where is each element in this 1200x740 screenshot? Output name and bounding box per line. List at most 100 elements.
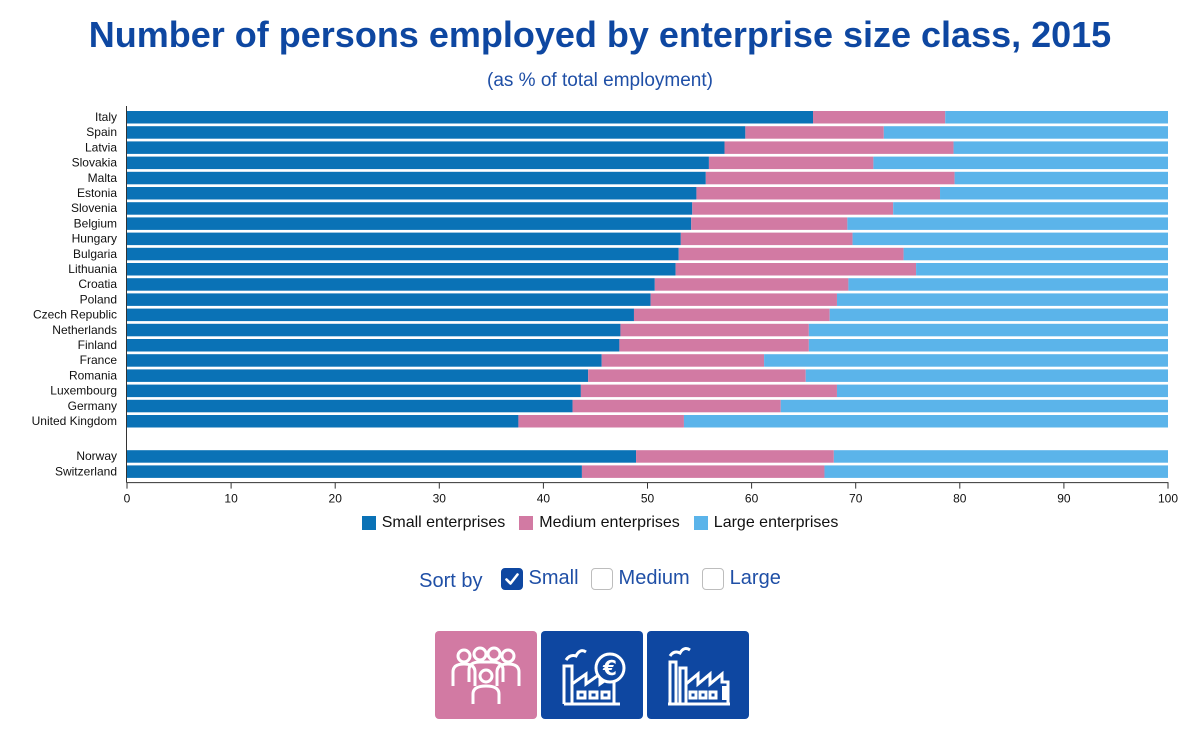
x-tick-label-20: 20 (329, 492, 343, 506)
bar-lithuania-large-enterprises (916, 263, 1168, 276)
bar-switzerland-large-enterprises (824, 465, 1168, 478)
bar-united-kingdom-small-enterprises (127, 415, 519, 428)
bar-romania-small-enterprises (127, 369, 589, 382)
bar-luxembourg-medium-enterprises (580, 384, 837, 398)
category-label-bulgaria: Bulgaria (73, 247, 117, 261)
category-label-latvia: Latvia (85, 140, 117, 154)
sort-large-checkbox[interactable] (701, 567, 724, 590)
legend-label-medium: Medium enterprises (539, 514, 680, 531)
bar-switzerland-medium-enterprises (581, 465, 825, 478)
bar-croatia-small-enterprises (127, 278, 655, 291)
bar-netherlands-large-enterprises (808, 323, 1168, 337)
bar-malta-medium-enterprises (705, 171, 955, 185)
bar-hungary-small-enterprises (127, 232, 681, 246)
bar-malta-large-enterprises (954, 171, 1168, 185)
sort-option-medium[interactable]: Medium (590, 567, 690, 590)
svg-text:€: € (602, 656, 617, 680)
legend-swatch-small (361, 516, 376, 530)
sort-small-label: Small (528, 567, 579, 589)
bar-slovenia-small-enterprises (127, 202, 693, 215)
bar-slovenia-large-enterprises (893, 202, 1168, 215)
bar-norway-large-enterprises (833, 450, 1168, 463)
bar-norway-small-enterprises (127, 450, 637, 463)
bar-poland-large-enterprises (836, 293, 1168, 306)
sort-option-large[interactable]: Large (701, 567, 781, 590)
bar-france-medium-enterprises (601, 354, 765, 367)
category-label-slovakia: Slovakia (72, 156, 118, 170)
checkmark-icon (504, 572, 519, 585)
x-tick-label-40: 40 (537, 492, 551, 506)
bar-spain-small-enterprises (127, 126, 746, 139)
page-title: Number of persons employed by enterprise… (88, 14, 1112, 55)
bar-estonia-small-enterprises (127, 187, 697, 200)
legend-label-small: Small enterprises (381, 514, 506, 531)
category-label-france: France (80, 353, 118, 367)
category-label-italy: Italy (95, 110, 117, 124)
bar-hungary-large-enterprises (852, 232, 1168, 246)
bar-bulgaria-small-enterprises (127, 247, 679, 261)
sort-option-small[interactable]: Small (500, 567, 579, 590)
bar-czech-republic-small-enterprises (127, 308, 634, 322)
category-label-romania: Romania (69, 368, 117, 382)
category-label-united-kingdom: United Kingdom (32, 414, 117, 428)
legend-item-small: Small enterprises (361, 514, 506, 532)
page-subtitle: (as % of total employment) (487, 70, 713, 91)
bar-belgium-small-enterprises (127, 217, 692, 230)
chart-legend: Small enterprises Medium enterprises Lar… (0, 514, 1200, 532)
x-tick-label-30: 30 (433, 492, 447, 506)
bar-lithuania-medium-enterprises (675, 263, 917, 276)
large-factory-icon (668, 647, 730, 706)
bar-france-small-enterprises (127, 354, 602, 367)
category-label-belgium: Belgium (74, 216, 117, 230)
bar-poland-medium-enterprises (650, 293, 837, 306)
sort-label: Sort by (419, 570, 483, 592)
x-tick-label-0: 0 (124, 492, 131, 506)
bar-switzerland-small-enterprises (127, 465, 582, 478)
bar-germany-medium-enterprises (572, 399, 781, 413)
bar-slovenia-medium-enterprises (692, 202, 894, 215)
x-tick-label-90: 90 (1057, 492, 1071, 506)
legend-label-large: Large enterprises (713, 514, 839, 531)
people-group-icon (451, 646, 521, 704)
x-tick-label-80: 80 (953, 492, 967, 506)
bar-croatia-large-enterprises (848, 278, 1168, 291)
category-label-germany: Germany (68, 399, 117, 413)
category-label-poland: Poland (80, 292, 117, 306)
bar-germany-large-enterprises (780, 399, 1168, 413)
size-class-tiles: € (435, 631, 749, 719)
legend-swatch-large (693, 516, 708, 530)
bar-croatia-medium-enterprises (654, 278, 849, 291)
category-label-czech-republic: Czech Republic (33, 308, 117, 322)
sort-medium-label: Medium (618, 567, 690, 589)
bar-slovakia-small-enterprises (127, 156, 709, 170)
category-label-lithuania: Lithuania (68, 262, 117, 276)
legend-item-medium: Medium enterprises (519, 514, 680, 532)
bar-belgium-medium-enterprises (691, 217, 848, 230)
bar-luxembourg-large-enterprises (836, 384, 1168, 398)
legend-swatch-medium (519, 516, 534, 530)
bar-estonia-medium-enterprises (696, 187, 941, 200)
tile-people-button[interactable] (435, 631, 537, 719)
bar-finland-large-enterprises (808, 339, 1168, 352)
tile-factory-euro-button[interactable]: € (541, 631, 643, 719)
bar-poland-small-enterprises (127, 293, 651, 306)
sort-medium-checkbox[interactable] (590, 567, 613, 590)
x-tick-label-60: 60 (745, 492, 759, 506)
bar-bulgaria-large-enterprises (903, 247, 1168, 261)
sort-small-checkbox[interactable] (500, 567, 523, 590)
tile-large-factory-button[interactable] (647, 631, 749, 719)
bar-italy-medium-enterprises (813, 111, 946, 124)
bar-czech-republic-large-enterprises (829, 308, 1168, 322)
x-tick-label-100: 100 (1158, 492, 1178, 506)
bar-latvia-medium-enterprises (724, 141, 954, 154)
x-tick-label-50: 50 (641, 492, 655, 506)
category-label-luxembourg: Luxembourg (50, 384, 117, 398)
bar-italy-large-enterprises (945, 111, 1168, 124)
bar-czech-republic-medium-enterprises (633, 308, 830, 322)
sort-controls: Sort by Small Medium Large (0, 564, 1200, 593)
category-label-netherlands: Netherlands (52, 323, 117, 337)
category-label-slovenia: Slovenia (71, 201, 117, 215)
category-label-finland: Finland (78, 338, 117, 352)
bar-norway-medium-enterprises (636, 450, 834, 463)
bar-italy-small-enterprises (127, 111, 814, 124)
